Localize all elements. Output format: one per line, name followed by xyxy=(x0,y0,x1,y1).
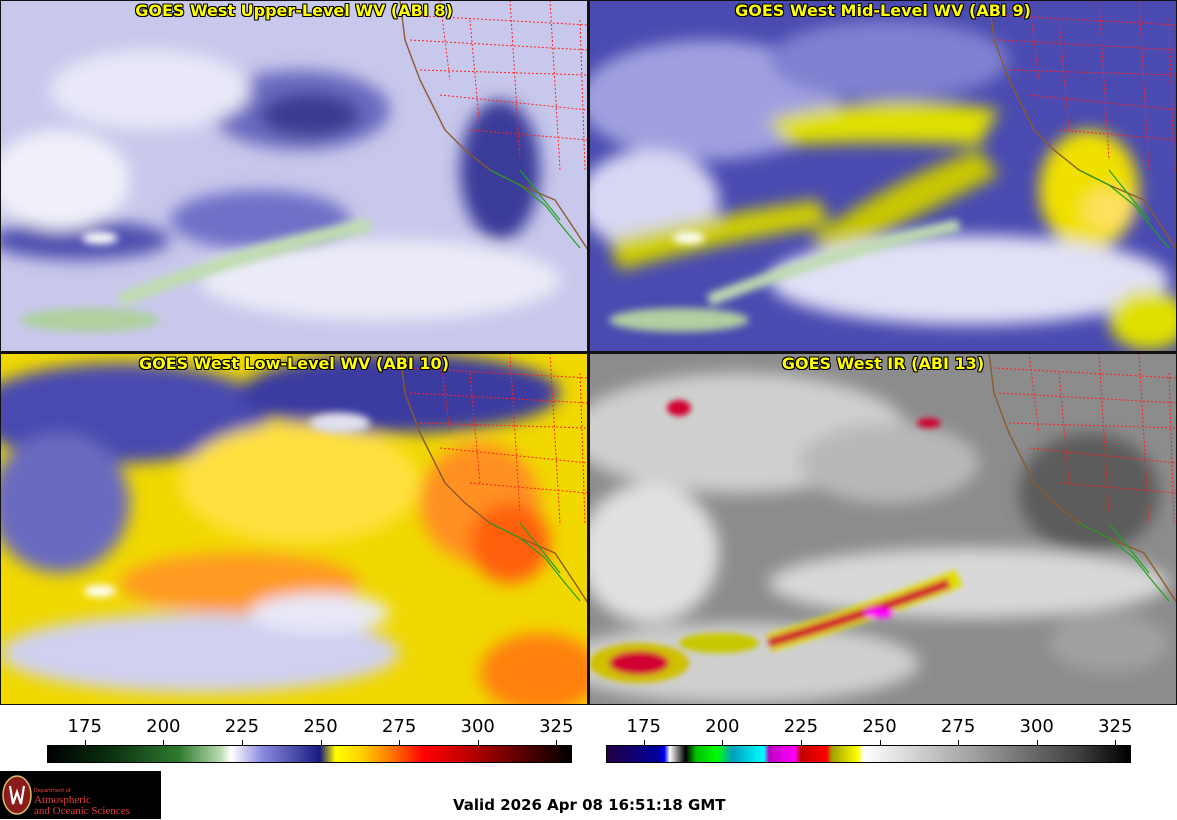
ir-image xyxy=(589,353,1177,705)
colorbar-tick-mark xyxy=(84,740,86,746)
colorbar-tick-mark xyxy=(399,740,401,746)
colorbar-tick-mark xyxy=(477,740,479,746)
aos-logo: Department of Atmospheric and Oceanic Sc… xyxy=(0,771,161,819)
colorbar-tick-label: 300 xyxy=(1019,716,1054,737)
colorbar-tick-mark xyxy=(1115,740,1117,746)
colorbar-tick-mark xyxy=(958,740,960,746)
colorbar-tick-mark xyxy=(1036,740,1038,746)
colorbar-tick-label: 200 xyxy=(146,716,181,737)
wv-colorbar-gradient xyxy=(47,745,572,763)
ir-colorbar-gradient xyxy=(606,745,1131,763)
colorbar-tick-label: 275 xyxy=(381,716,417,737)
colorbar-tick-mark xyxy=(163,740,165,746)
logo-line1: Atmospheric xyxy=(34,794,91,806)
ir-panel: GOES West IR (ABI 13) xyxy=(589,353,1177,705)
colorbar-tick-label: 275 xyxy=(940,716,976,737)
panel-title: GOES West Low-Level WV (ABI 10) xyxy=(138,354,449,373)
wv-colorbar-ticks: 175 200 225 250 275 300 325 xyxy=(47,706,574,746)
colorbar-tick-label: 175 xyxy=(67,716,102,737)
wv-colorbar: 175 200 225 250 275 300 325 xyxy=(47,706,574,763)
colorbar-tick-label: 250 xyxy=(303,716,338,737)
colorbar-tick-label: 250 xyxy=(862,716,897,737)
colorbar-tick-mark xyxy=(556,740,558,746)
colorbar-tick-mark xyxy=(643,740,645,746)
mid-level-wv-panel: GOES West Mid-Level WV (ABI 9) xyxy=(589,0,1177,352)
upper-level-wv-panel: GOES West Upper-Level WV (ABI 8) xyxy=(0,0,588,352)
colorbar-tick-label: 175 xyxy=(626,716,661,737)
uw-seal-icon xyxy=(2,775,32,815)
colorbar-tick-mark xyxy=(800,740,802,746)
panel-divider-horizontal xyxy=(0,352,1177,353)
mid-level-wv-image xyxy=(589,0,1177,352)
colorbar-tick-label: 225 xyxy=(224,716,260,737)
upper-level-wv-image xyxy=(0,0,588,352)
colorbar-tick-mark xyxy=(241,740,243,746)
colorbar-tick-mark xyxy=(879,740,881,746)
colorbar-tick-label: 325 xyxy=(539,716,574,737)
colorbar-tick-label: 300 xyxy=(460,716,495,737)
logo-line2: and Oceanic Sciences xyxy=(34,805,130,817)
colorbar-tick-label: 200 xyxy=(705,716,740,737)
ir-colorbar-ticks: 175 200 225 250 275 300 325 xyxy=(606,706,1133,746)
panel-title: GOES West Upper-Level WV (ABI 8) xyxy=(135,1,453,20)
ir-colorbar: 175 200 225 250 275 300 325 xyxy=(606,706,1133,763)
colorbar-tick-mark xyxy=(320,740,322,746)
low-level-wv-panel: GOES West Low-Level WV (ABI 10) xyxy=(0,353,588,705)
colorbar-tick-mark xyxy=(722,740,724,746)
panel-title: GOES West Mid-Level WV (ABI 9) xyxy=(735,1,1031,20)
valid-time: Valid 2026 Apr 08 16:51:18 GMT xyxy=(453,796,726,814)
logo-dept-text: Department of xyxy=(34,788,71,794)
low-level-wv-image xyxy=(0,353,588,705)
colorbar-tick-label: 225 xyxy=(783,716,819,737)
panel-title: GOES West IR (ABI 13) xyxy=(781,354,985,373)
colorbar-tick-label: 325 xyxy=(1098,716,1133,737)
